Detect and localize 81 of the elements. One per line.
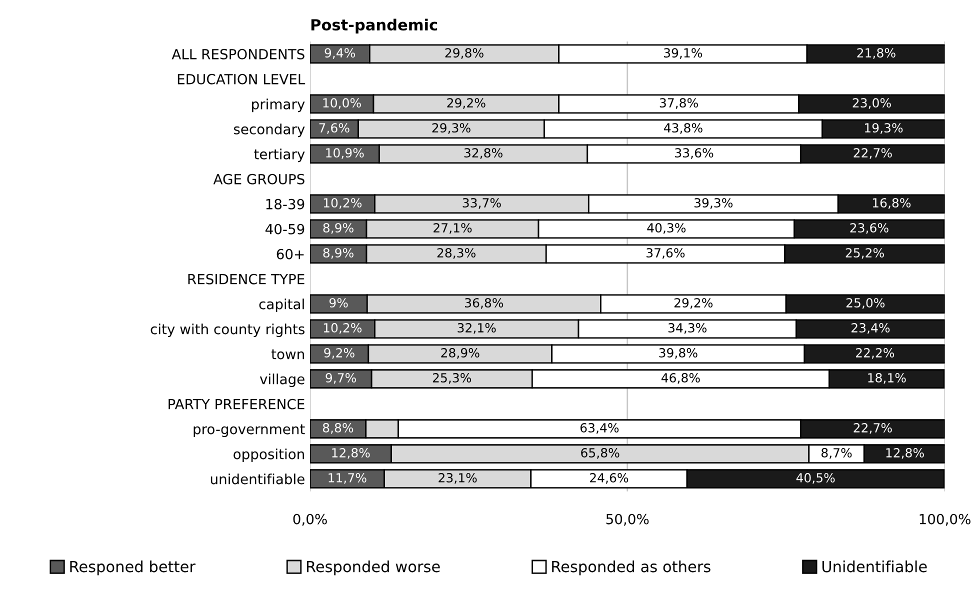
- data-label: 28,3%: [437, 248, 476, 259]
- y-tick-label: PARTY PREFERENCE: [168, 398, 304, 410]
- y-tick-label: tertiary: [254, 148, 305, 162]
- legend-label: Responded as others: [552, 560, 710, 576]
- data-label: 39,1%: [664, 48, 702, 59]
- y-tick-label: RESIDENCE TYPE: [188, 274, 304, 284]
- data-label: 23,6%: [850, 223, 888, 234]
- x-tick-label: 100,0%: [920, 514, 970, 526]
- data-label: 32,8%: [464, 148, 502, 159]
- data-label: 22,7%: [854, 423, 892, 434]
- data-label: 39,8%: [659, 348, 698, 359]
- data-label: 12,8%: [886, 448, 924, 459]
- data-label: 37,8%: [660, 98, 698, 109]
- y-tick-label: village: [260, 374, 304, 388]
- y-tick-label: 40-59: [265, 224, 304, 234]
- data-label: 25,3%: [432, 373, 472, 384]
- data-label: 11,7%: [328, 473, 366, 484]
- data-label: 9,7%: [326, 373, 356, 384]
- data-label: 10,0%: [323, 98, 361, 109]
- data-label: 28,9%: [441, 348, 480, 359]
- data-label: 18,1%: [868, 373, 906, 384]
- data-label: 33,6%: [675, 148, 714, 159]
- data-label: 22,2%: [856, 348, 894, 359]
- legend-label: Responed better: [70, 560, 196, 576]
- data-label: 27,1%: [434, 223, 472, 234]
- data-label: 8,9%: [323, 223, 354, 234]
- data-label: 40,3%: [647, 223, 686, 234]
- data-label: 46,8%: [661, 373, 700, 384]
- y-tick-label: city with county rights: [150, 324, 304, 338]
- data-label: 29,3%: [432, 123, 470, 134]
- data-label: 9%: [329, 298, 348, 308]
- data-label: 33,7%: [462, 198, 501, 209]
- data-label: 63,4%: [580, 423, 619, 434]
- y-tick-label: opposition: [234, 448, 304, 462]
- y-tick-label: capital: [259, 298, 304, 312]
- x-tick-label: 0,0%: [293, 514, 327, 526]
- data-label: 24,6%: [590, 473, 628, 484]
- data-label: 10,9%: [326, 148, 364, 159]
- y-tick-label: 18-39: [266, 198, 304, 210]
- legend-label: Unidentifiable: [822, 560, 927, 572]
- data-label: 8,8%: [322, 423, 354, 434]
- data-label: 34,3%: [668, 323, 707, 334]
- data-label: 25,2%: [846, 248, 884, 259]
- data-label: 39,3%: [694, 198, 733, 209]
- y-tick-label: pro-government: [194, 424, 305, 438]
- y-tick-label: unidentifiable: [210, 474, 304, 484]
- data-label: 29,8%: [445, 48, 484, 59]
- chart-title: Post-pandemic: [311, 18, 438, 34]
- data-label: 8,9%: [323, 248, 354, 259]
- data-label: 19,3%: [865, 123, 903, 134]
- data-label: 23,4%: [852, 323, 890, 334]
- data-label: 8,7%: [822, 448, 852, 459]
- data-label: 9,4%: [324, 48, 356, 59]
- y-tick-label: EDUCATION LEVEL: [178, 74, 306, 84]
- data-label: 10,2%: [324, 323, 362, 334]
- y-tick-label: 60+: [276, 248, 304, 260]
- x-tick-label: 50,0%: [606, 514, 649, 526]
- data-label: 7,6%: [319, 123, 350, 134]
- data-label: 36,8%: [465, 298, 504, 309]
- data-label: 9,2%: [324, 348, 354, 359]
- y-tick-label: secondary: [234, 124, 305, 138]
- data-label: 10,2%: [324, 198, 362, 209]
- legend-label: Responded worse: [306, 560, 440, 576]
- data-label: 32,1%: [458, 323, 496, 334]
- data-label: 25,0%: [846, 298, 885, 309]
- data-label: 29,2%: [674, 298, 713, 309]
- data-label: 22,7%: [854, 148, 892, 159]
- data-label: 37,6%: [646, 248, 685, 259]
- data-label: 23,0%: [852, 98, 891, 109]
- data-label: 43,8%: [664, 123, 702, 134]
- y-tick-label: AGE GROUPS: [213, 174, 304, 184]
- data-label: 21,8%: [857, 48, 896, 59]
- y-tick-label: ALL RESPONDENTS: [172, 48, 304, 60]
- y-tick-label: primary: [252, 98, 305, 112]
- y-tick-label: town: [271, 349, 304, 360]
- data-label: 29,2%: [447, 98, 486, 109]
- data-label: 12,8%: [332, 448, 370, 459]
- data-label: 23,1%: [438, 473, 477, 484]
- data-label: 16,8%: [872, 198, 911, 209]
- data-label: 40,5%: [796, 473, 835, 484]
- data-label: 65,8%: [581, 448, 620, 459]
